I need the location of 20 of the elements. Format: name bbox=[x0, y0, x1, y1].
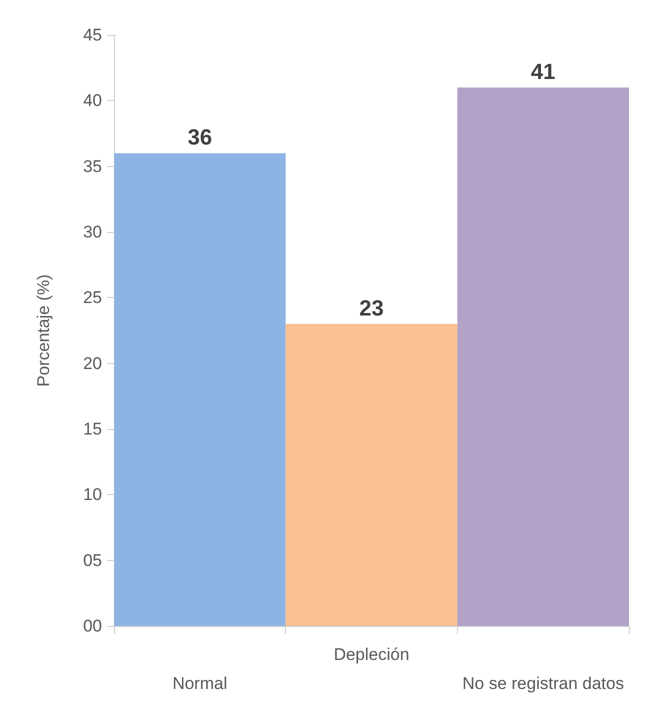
y-tick-label: 30 bbox=[83, 222, 102, 242]
data-label: 23 bbox=[359, 295, 384, 320]
y-tick-label: 05 bbox=[83, 550, 102, 570]
x-tick-label: Depleción bbox=[334, 645, 410, 664]
y-tick-label: 35 bbox=[83, 156, 102, 176]
y-tick-label: 45 bbox=[83, 26, 102, 44]
x-tick-label: Normal bbox=[172, 674, 228, 693]
bar bbox=[286, 324, 458, 626]
y-axis-title: Porcentaje (%) bbox=[34, 274, 53, 387]
data-label: 41 bbox=[530, 59, 556, 84]
x-tick-label: No se registran datos bbox=[462, 674, 624, 693]
y-tick-label: 25 bbox=[83, 288, 102, 308]
bar bbox=[457, 88, 629, 626]
y-tick-label: 15 bbox=[83, 420, 102, 438]
data-label: 36 bbox=[188, 124, 212, 150]
y-tick-label: 10 bbox=[83, 485, 102, 504]
y-tick-label: 20 bbox=[83, 354, 102, 373]
y-tick-label: 40 bbox=[83, 91, 102, 110]
bar bbox=[114, 153, 286, 626]
y-tick-label: 00 bbox=[83, 616, 102, 636]
